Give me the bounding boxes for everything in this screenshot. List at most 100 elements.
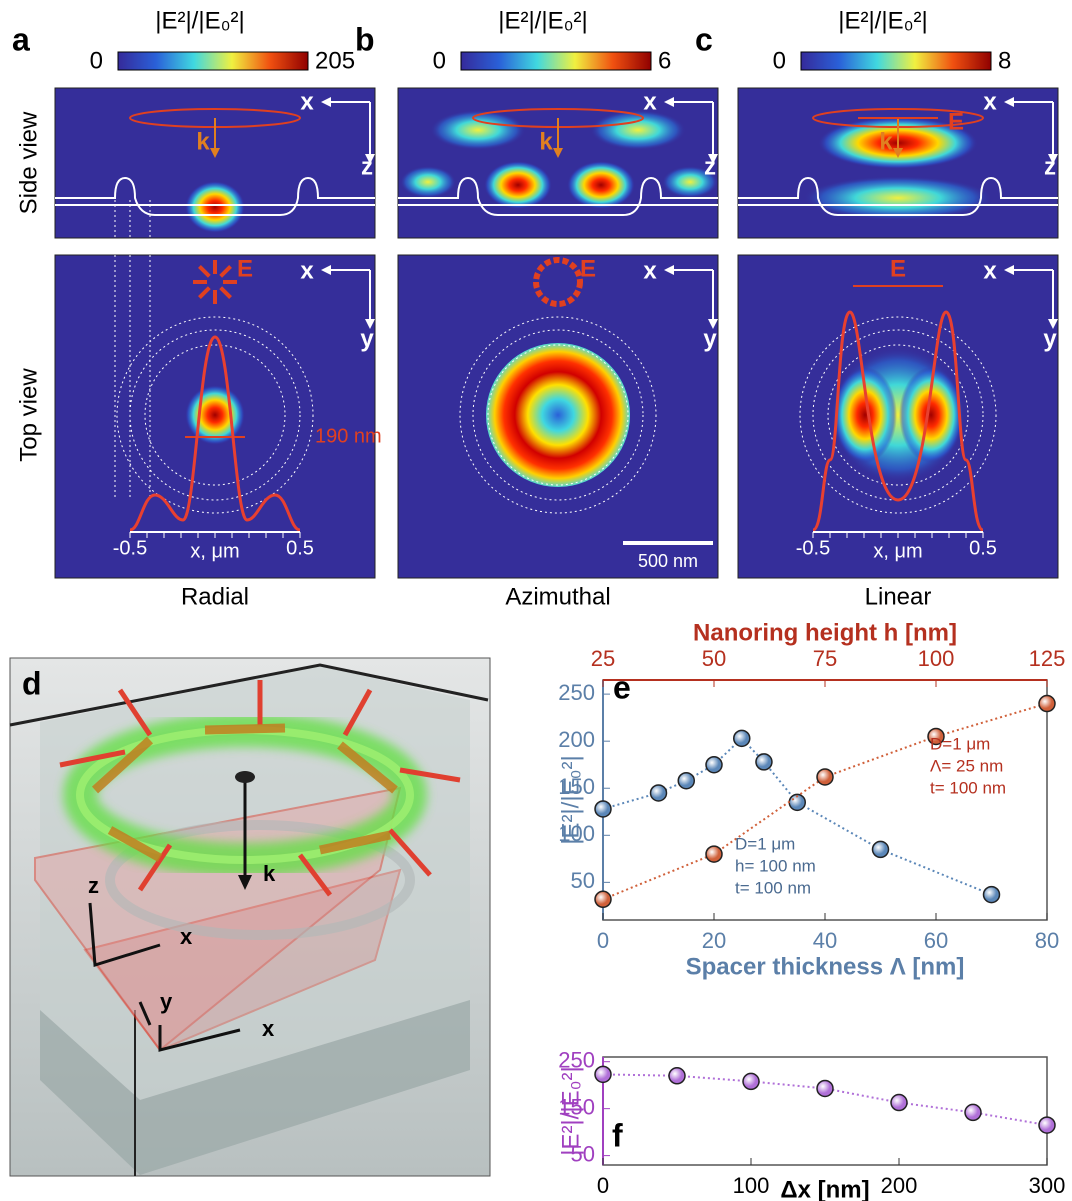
decoration (892, 1096, 906, 1110)
decoration (966, 1105, 980, 1119)
colorbar-title: |E²|/|E₀²| (498, 7, 588, 34)
annotation: t= 100 nm (735, 878, 811, 897)
decoration (744, 1074, 758, 1088)
caption: Azimuthal (505, 583, 610, 610)
decoration (430, 110, 526, 150)
panel-label: c (695, 21, 713, 57)
axis-label: x (983, 257, 997, 284)
x-tick-label: 0 (597, 1173, 609, 1198)
decoration (484, 161, 552, 209)
annotation: t= 100 nm (930, 778, 1006, 797)
panel-label: b (355, 21, 375, 57)
colorbar-max: 6 (658, 47, 671, 74)
axis-title: x, μm (873, 540, 922, 562)
x-tick-label: 100 (733, 1173, 770, 1198)
decoration (596, 1067, 610, 1081)
k-label: k (539, 128, 553, 155)
decoration (596, 802, 610, 816)
x2-tick-label: 25 (591, 646, 615, 671)
axis-label: x (262, 1016, 275, 1041)
axis-tick-label: -0.5 (796, 537, 830, 559)
colorbar-title: |E²|/|E₀²| (155, 7, 245, 34)
colorbar-title: |E²|/|E₀²| (838, 7, 928, 34)
y-tick-label: 200 (558, 727, 595, 752)
axis-label: y (703, 325, 717, 352)
axis-tick-label: 0.5 (286, 537, 314, 559)
x2-tick-label: 100 (918, 646, 955, 671)
axis-label: x (643, 257, 657, 284)
row-label: Top view (15, 368, 42, 462)
caption: Linear (865, 583, 932, 610)
x-tick-label: 40 (813, 928, 837, 953)
plot-frame (603, 680, 1047, 920)
axis-label: x (300, 257, 314, 284)
x2-tick-label: 50 (702, 646, 726, 671)
x-axis-title: Spacer thickness Λ [nm] (686, 953, 965, 980)
x2-tick-label: 125 (1029, 646, 1066, 671)
series-line (603, 704, 1047, 900)
figure: Side viewTop viewa|E²|/|E₀²|0205xzkxyE19… (0, 0, 1072, 1201)
panel-label: e (613, 669, 631, 705)
axis-tick-label: -0.5 (113, 537, 147, 559)
axis-tick-label: 0.5 (969, 537, 997, 559)
panel-d-render (10, 658, 490, 1176)
decoration (596, 892, 610, 906)
axis-label: x (643, 88, 657, 115)
decoration (486, 343, 630, 487)
size-label: 190 nm (315, 425, 382, 447)
panel-label: f (612, 1117, 623, 1153)
colorbar-min: 0 (433, 47, 446, 74)
colorbar (801, 52, 991, 70)
colorbar-max: 205 (315, 47, 355, 74)
axis-label: y (1043, 325, 1057, 352)
x2-axis-title: Nanoring height h [nm] (693, 619, 957, 646)
y-tick-label: 50 (571, 868, 595, 893)
y-tick-label: 250 (558, 680, 595, 705)
colorbar (461, 52, 651, 70)
annotation: h= 100 nm (735, 856, 816, 875)
decoration (1040, 1118, 1054, 1132)
x-tick-label: 60 (924, 928, 948, 953)
colorbar (118, 52, 308, 70)
decoration (757, 755, 771, 769)
decoration (985, 888, 999, 902)
x-tick-label: 200 (881, 1173, 918, 1198)
e-label: E (890, 255, 906, 282)
x-tick-label: 300 (1029, 1173, 1066, 1198)
k-label: k (263, 861, 276, 886)
caption: Radial (181, 583, 249, 610)
k-label: k (879, 128, 893, 155)
axis-title: x, μm (190, 540, 239, 562)
annotation: D=1 μm (735, 834, 795, 853)
axis-label: z (1044, 153, 1056, 180)
decoration (567, 161, 635, 209)
e-label: E (948, 108, 964, 135)
k-label: k (196, 128, 210, 155)
colorbar-min: 0 (773, 47, 786, 74)
x2-tick-label: 75 (813, 646, 837, 671)
decoration (400, 166, 456, 198)
colorbar-max: 8 (998, 47, 1011, 74)
decoration (735, 731, 749, 745)
annotation: Λ= 25 nm (930, 756, 1003, 775)
decoration (707, 758, 721, 772)
decoration (670, 1069, 684, 1083)
decoration (679, 774, 693, 788)
row-label: Side view (15, 111, 42, 214)
annotation: D=1 μm (930, 734, 990, 753)
colorbar-min: 0 (90, 47, 103, 74)
axis-label: z (361, 153, 373, 180)
decoration (185, 181, 245, 233)
e-label: E (237, 255, 253, 282)
axis-label: x (300, 88, 314, 115)
axis-label: x (180, 924, 193, 949)
decoration (707, 847, 721, 861)
x-tick-label: 20 (702, 928, 726, 953)
x-tick-label: 80 (1035, 928, 1059, 953)
decoration (818, 770, 832, 784)
axis-label: z (704, 153, 716, 180)
axis-label: y (160, 989, 173, 1014)
x-axis-title: Δx [nm] (780, 1176, 869, 1201)
decoration (652, 786, 666, 800)
y-axis-title: |E²|/|E₀²| (557, 1066, 584, 1156)
